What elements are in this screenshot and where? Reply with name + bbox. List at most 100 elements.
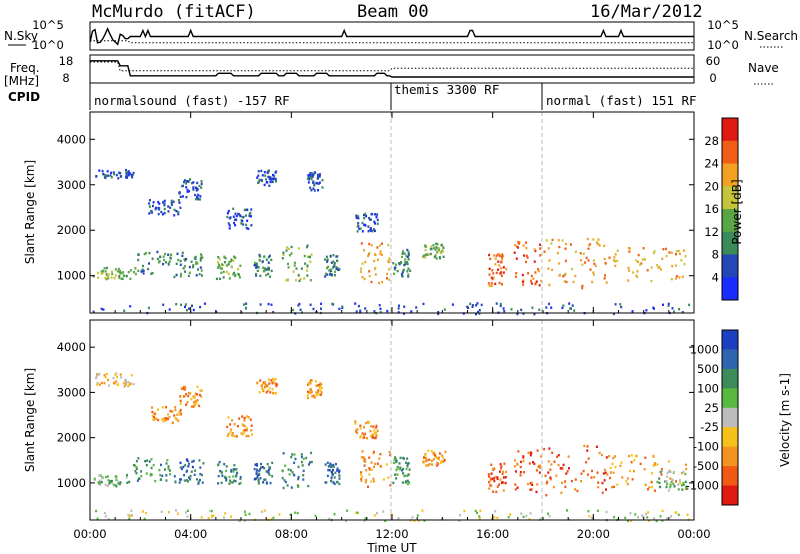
data-cell [192,181,195,184]
data-cell [537,465,540,468]
data-cell [307,255,310,258]
data-cell [551,268,554,272]
data-cell [338,307,341,311]
data-cell [107,273,110,276]
data-cell [197,193,200,197]
data-cell [237,267,240,271]
data-cell [192,459,195,463]
data-cell [249,418,252,421]
data-cell [360,471,363,474]
data-cell [643,468,646,471]
data-cell [504,476,507,479]
data-cell [545,494,548,497]
data-cell [217,261,219,264]
data-cell [163,212,166,215]
data-cell [137,477,140,480]
data-cell [585,461,588,464]
data-cell [557,463,560,467]
data-cell [192,188,195,191]
data-cell [427,253,430,256]
data-cell [519,474,522,477]
data-cell [612,471,615,474]
data-cell [443,458,446,462]
data-cell [144,460,147,463]
data-cell [424,248,427,252]
data-cell [377,258,379,261]
data-cell [243,431,246,434]
colorbar-segment [722,407,738,428]
data-cell [370,480,373,483]
data-cell [316,177,319,180]
data-cell [100,381,103,385]
data-cell [422,302,425,306]
data-cell [333,265,336,268]
data-cell [494,257,497,260]
data-cell [332,465,335,468]
data-cell [288,473,291,476]
data-cell [115,173,118,177]
data-cell [513,459,516,462]
data-cell [308,463,310,466]
data-cell [513,465,516,468]
data-cell [217,482,220,485]
data-cell [596,509,599,512]
nsky-panel: N.Sky 10^5 10^0 10^5 10^0 N.Search [4,18,798,52]
data-cell [581,263,584,266]
data-cell [243,519,246,522]
data-cell [381,280,384,284]
data-cell [659,485,662,489]
data-cell [196,188,199,191]
data-cell [402,250,404,253]
data-cell [369,430,372,433]
data-cell [219,267,222,270]
data-cell [441,460,444,464]
data-cell [223,255,226,258]
data-cell [427,449,430,452]
data-cell [167,253,170,256]
data-cell [685,485,688,488]
nsearch-tick-low: 10^0 [707,38,739,52]
data-cell [265,268,268,271]
data-cell [260,169,263,173]
colorbar-tick-label: 16 [704,202,719,216]
data-cell [642,515,645,518]
data-cell [601,453,603,457]
freq-tick-low: 8 [62,71,69,85]
data-cell [199,478,201,482]
data-cell [597,238,600,241]
data-cell [338,482,341,486]
data-cell [179,466,182,469]
data-cell [495,302,498,305]
data-cell [103,374,106,377]
data-cell [656,264,659,267]
data-cell [395,459,398,462]
data-cell [561,306,564,310]
data-cell [425,457,427,460]
data-cell [333,513,336,516]
data-cell [273,177,276,180]
data-cell [233,479,236,482]
data-cell [341,305,344,308]
data-cell [636,270,639,273]
data-cell [518,241,521,244]
data-cell [609,466,612,470]
data-cell [568,302,571,305]
data-cell [435,242,438,245]
data-cell [191,304,193,307]
data-cell [373,259,376,263]
data-cell [401,252,404,255]
data-cell [227,434,229,438]
data-cell [338,471,341,474]
data-cell [654,463,656,466]
data-cell [290,469,292,472]
data-cell [585,256,588,260]
data-cell [579,259,582,262]
data-cell [671,307,674,310]
data-cell [587,457,590,460]
data-cell [161,418,164,421]
data-cell [200,253,202,256]
data-cell [634,513,637,516]
data-cell [127,170,130,173]
data-cell [686,487,689,490]
colorbar-segment [722,368,738,389]
